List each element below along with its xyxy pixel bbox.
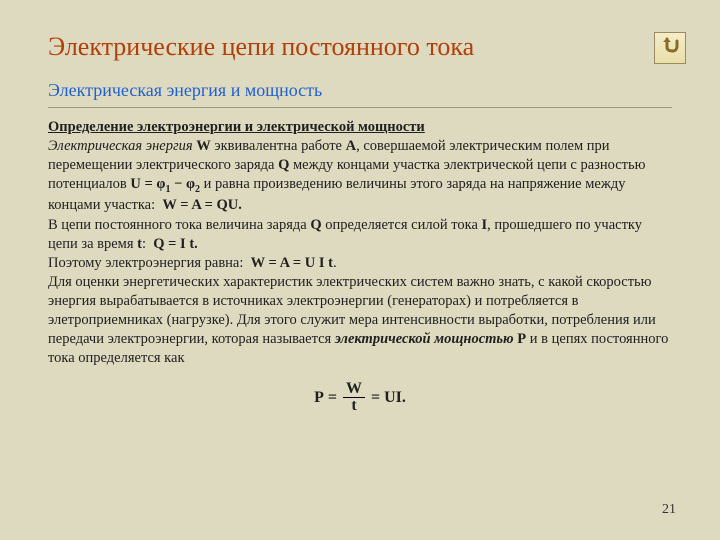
fraction: W t [343,381,365,416]
u-turn-icon [659,35,681,62]
section-heading: Определение электроэнергии и электрическ… [48,118,672,137]
body-text: Электрическая энергия W эквивалентна раб… [48,137,672,368]
page-title: Электрические цепи постоянного тока [48,32,672,62]
divider [48,107,672,108]
formula-rhs: UI. [384,389,406,406]
eq-sign: = [328,389,341,406]
numerator: W [343,381,365,399]
denominator: t [343,398,365,415]
page-subtitle: Электрическая энергия и мощность [48,80,672,101]
eq-sign-2: = [371,389,384,406]
formula-lhs: P [314,389,324,406]
slide-container: Электрические цепи постоянного тока Элек… [0,0,720,540]
back-button[interactable] [654,32,686,64]
page-number: 21 [662,502,676,518]
content-area: Определение электроэнергии и электрическ… [48,118,672,415]
formula: P = W t = UI. [48,381,672,416]
